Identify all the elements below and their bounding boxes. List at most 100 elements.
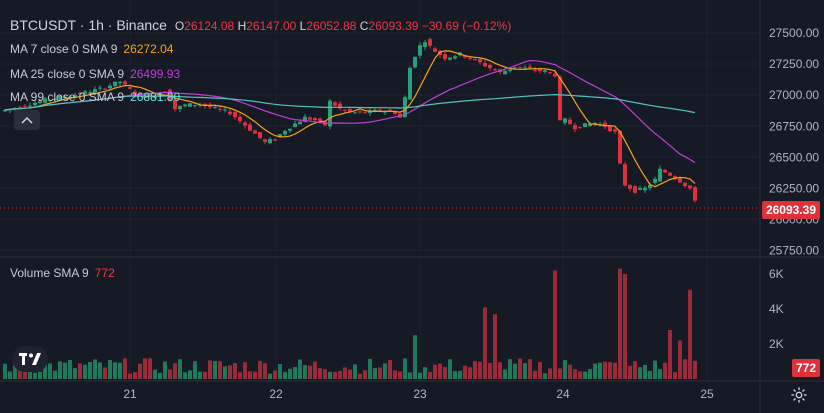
- volume-bar: [658, 369, 662, 379]
- volume-bar: [648, 370, 652, 379]
- volume-bar: [318, 368, 322, 379]
- candle-body: [48, 99, 52, 101]
- volume-bar: [663, 362, 667, 379]
- volume-bar: [463, 365, 467, 379]
- volume-bar: [53, 370, 57, 379]
- volume-bar: [298, 359, 302, 379]
- volume-bar: [113, 362, 117, 379]
- interval-label[interactable]: 1h: [88, 17, 104, 33]
- candle-body: [338, 103, 342, 109]
- volume-bar: [103, 367, 107, 379]
- candle-body: [653, 178, 657, 183]
- volume-bar: [268, 373, 272, 379]
- volume-bar: [473, 361, 477, 379]
- candle-body: [348, 109, 352, 113]
- candle-body: [178, 106, 182, 110]
- volume-bar: [198, 371, 202, 379]
- candle-body: [283, 130, 287, 135]
- candle-body: [483, 62, 487, 67]
- candle-body: [123, 81, 127, 85]
- exchange-label: Binance: [116, 17, 167, 33]
- volume-bar: [278, 363, 282, 379]
- volume-bar: [523, 363, 527, 379]
- volume-bar: [163, 361, 167, 379]
- candle-body: [388, 109, 392, 112]
- volume-bar: [293, 366, 297, 379]
- volume-bar: [343, 367, 347, 379]
- volume-bar: [213, 361, 217, 379]
- time-tick-label: 24: [556, 387, 570, 401]
- volume-bar: [223, 366, 227, 379]
- volume-bar: [533, 370, 537, 379]
- ma25-value: 26499.93: [130, 67, 181, 81]
- candle-body: [568, 119, 572, 125]
- volume-bar: [238, 372, 242, 379]
- price-tick-label: 26250.00: [769, 182, 819, 196]
- candle-body: [463, 55, 467, 58]
- ma7-value: 26272.04: [123, 42, 174, 56]
- volume-bar: [638, 367, 642, 379]
- candle-body: [298, 121, 302, 125]
- high-label: H: [237, 19, 247, 33]
- price-tick-label: 26750.00: [769, 119, 819, 133]
- volume-bar: [563, 360, 567, 379]
- gear-icon[interactable]: [790, 386, 808, 404]
- volume-bar: [608, 362, 612, 379]
- volume-bar: [618, 268, 622, 379]
- volume-bar: [588, 369, 592, 379]
- volume-bar: [348, 369, 352, 379]
- candle-body: [428, 39, 432, 46]
- volume-bar: [28, 366, 32, 379]
- volume-bar: [313, 361, 317, 379]
- volume-bar: [683, 359, 687, 379]
- tradingview-logo-icon: [12, 346, 48, 372]
- volume-bar: [668, 330, 672, 379]
- collapse-legend-button[interactable]: [14, 110, 40, 130]
- candle-body: [413, 56, 417, 68]
- candle-body: [28, 105, 32, 107]
- candle-body: [318, 118, 322, 121]
- volume-bar: [518, 358, 522, 379]
- ma99-legend[interactable]: MA 99 close 0 SMA 9 26881.80: [10, 90, 180, 104]
- candle-body: [688, 185, 692, 189]
- volume-bar: [208, 360, 212, 379]
- price-tick-label: 27250.00: [769, 57, 819, 71]
- time-tick-label: 25: [700, 387, 714, 401]
- symbol-name[interactable]: BTCUSDT: [10, 17, 76, 33]
- volume-bar: [283, 371, 287, 379]
- volume-bar: [8, 371, 12, 379]
- candle-body: [233, 112, 237, 118]
- candle-body: [328, 100, 332, 127]
- candle-body: [173, 99, 177, 110]
- candle-body: [73, 94, 77, 98]
- logo-mark: [19, 353, 41, 365]
- ma25-legend[interactable]: MA 25 close 0 SMA 9 26499.93: [10, 67, 180, 81]
- candle-body: [433, 48, 437, 52]
- volume-bar: [48, 363, 52, 379]
- volume-bar: [453, 371, 457, 379]
- volume-bar: [188, 370, 192, 379]
- candle-body: [378, 109, 382, 111]
- volume-bar: [73, 368, 77, 379]
- candle-body: [53, 98, 57, 100]
- candle-body: [383, 111, 387, 113]
- volume-bar: [628, 365, 632, 379]
- candle-body: [18, 107, 22, 109]
- volume-bar: [483, 307, 487, 379]
- volume-legend[interactable]: Volume SMA 9 772: [10, 266, 115, 280]
- ma25-label: MA 25 close 0 SMA 9: [10, 67, 125, 81]
- volume-bar: [478, 361, 482, 379]
- volume-bar: [388, 359, 392, 379]
- candle-body: [148, 96, 152, 98]
- volume-bar: [248, 371, 252, 379]
- close-value: 26093.39: [368, 19, 419, 33]
- candle-body: [33, 102, 37, 106]
- volume-bar: [428, 371, 432, 379]
- volume-bar: [623, 274, 627, 379]
- high-value: 26147.00: [246, 19, 297, 33]
- candle-body: [543, 70, 547, 72]
- volume-tick-label: 6K: [769, 267, 784, 281]
- ma7-legend[interactable]: MA 7 close 0 SMA 9 26272.04: [10, 42, 173, 56]
- volume-bar: [593, 363, 597, 379]
